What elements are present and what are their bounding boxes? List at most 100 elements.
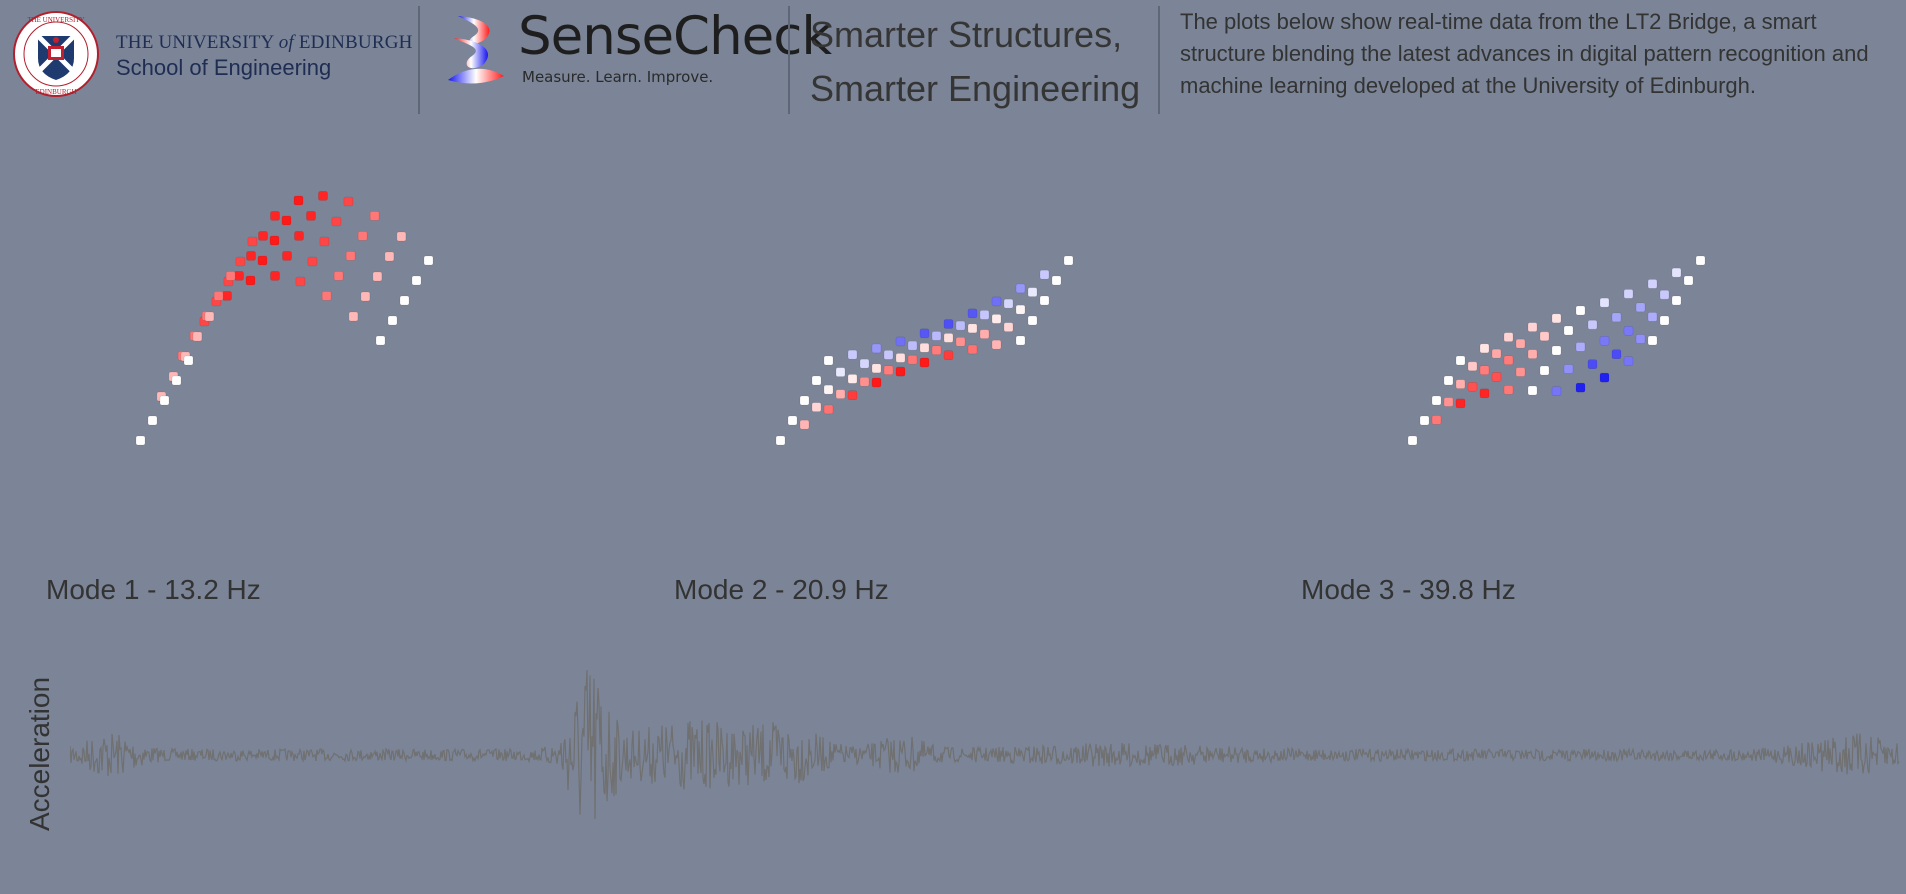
sensor-node [234,271,244,281]
sensor-node [823,355,834,366]
university-name: THE UNIVERSITY of EDINBURGH [116,32,416,54]
sensor-node [1599,297,1610,308]
sensor-node [1647,312,1658,322]
sensor-node [1551,313,1562,324]
sensor-node [1503,355,1514,366]
sensor-node [1431,415,1442,425]
sensor-node [1015,304,1026,315]
sensor-node [1515,338,1526,349]
sensor-node [247,236,258,247]
sensor-node [1527,349,1538,359]
sensor-node [294,231,304,241]
sensor-node [331,216,342,227]
sensor-node [306,211,316,221]
university-crest-icon[interactable]: THE UNIVERSITY EDINBURGH [12,10,100,98]
sensor-node [369,211,380,221]
sensor-node [1503,385,1514,395]
sensor-node [1599,372,1610,383]
mode-3-shape-plot[interactable] [1392,180,1906,500]
sensor-node [319,236,330,247]
sensor-node [225,271,236,281]
sensor-node [1575,342,1586,352]
sensor-node [1695,255,1706,266]
university-name-of: of [278,32,294,53]
sensor-node [171,375,182,386]
sensor-node [348,311,359,322]
sensor-node [967,323,978,334]
sensor-node [245,275,256,286]
sensor-node [1527,385,1538,396]
sensor-node [907,340,918,351]
sensor-node [967,344,978,355]
sensor-node [895,366,906,377]
sensor-node [871,343,882,354]
acceleration-signal-svg [69,669,1900,820]
sensor-node [318,191,328,201]
sensor-node [1455,379,1466,389]
sensor-node [375,335,386,346]
university-wordmark[interactable]: THE UNIVERSITY of EDINBURGH School of En… [116,32,416,81]
page-description: The plots below show real-time data from… [1180,9,1869,98]
sensor-node [1539,331,1550,342]
sensor-node [955,336,966,347]
sensor-node [183,355,194,366]
mode-1-shape-plot[interactable] [120,180,720,500]
sensor-node [883,365,894,376]
sensor-node [159,395,170,406]
sensor-node [307,256,318,267]
tagline-line-2: Smarter Engineering [810,68,1141,109]
sensor-node [293,195,304,206]
sensor-node [991,296,1002,307]
sensor-node [281,215,292,226]
sensor-node [321,291,332,301]
sensor-node [282,251,292,261]
sensor-node [192,331,203,342]
sensor-node [1659,315,1670,326]
sensor-node [1683,275,1694,286]
acceleration-trace [69,669,1900,820]
sensor-node [991,339,1002,350]
sensor-node [396,231,407,242]
sensor-node [1659,289,1670,300]
sensor-node [1551,345,1562,356]
sensor-node [871,363,882,374]
sensor-node [787,415,798,426]
sensor-node [270,271,280,281]
sensecheck-logo-icon[interactable] [444,14,516,88]
header-divider [1158,6,1160,114]
header-divider [788,6,790,114]
sensor-node [955,320,966,331]
sensor-node [257,255,268,266]
page-tagline: Smarter Structures, Smarter Engineering [810,8,1140,116]
sensor-node [775,435,786,446]
mode-3-shape-svg [1407,255,1706,446]
sensor-node [360,291,371,302]
sensor-node [1575,382,1586,393]
sensor-node [1039,269,1050,280]
brand-name[interactable]: SenseCheck [518,6,832,67]
sensor-node [931,331,942,341]
mode-1-shape-svg [135,191,434,446]
sensor-node [847,374,858,384]
sensor-node [235,256,246,267]
sensor-node [411,275,422,286]
sensor-node [811,402,822,412]
mode-2-label: Mode 2 - 20.9 Hz [674,574,889,605]
sensor-node [135,435,146,446]
sensor-node [246,251,256,261]
mode-2-shape-plot[interactable] [760,180,1360,500]
sensor-node [1015,283,1026,294]
sensor-node [979,310,990,320]
acceleration-plot[interactable] [69,650,1900,880]
sensor-node [1431,395,1442,406]
sensor-node [1563,364,1574,374]
sensor-node [387,315,398,326]
sensor-node [1027,287,1038,297]
sensor-node [907,354,918,365]
mode-1-label: Mode 1 - 13.2 Hz [46,574,261,605]
sensor-node [1479,343,1490,354]
sensor-node [1647,279,1658,289]
sensor-node [1455,355,1466,366]
sensor-node [1623,325,1634,336]
sensor-node [1027,315,1038,326]
